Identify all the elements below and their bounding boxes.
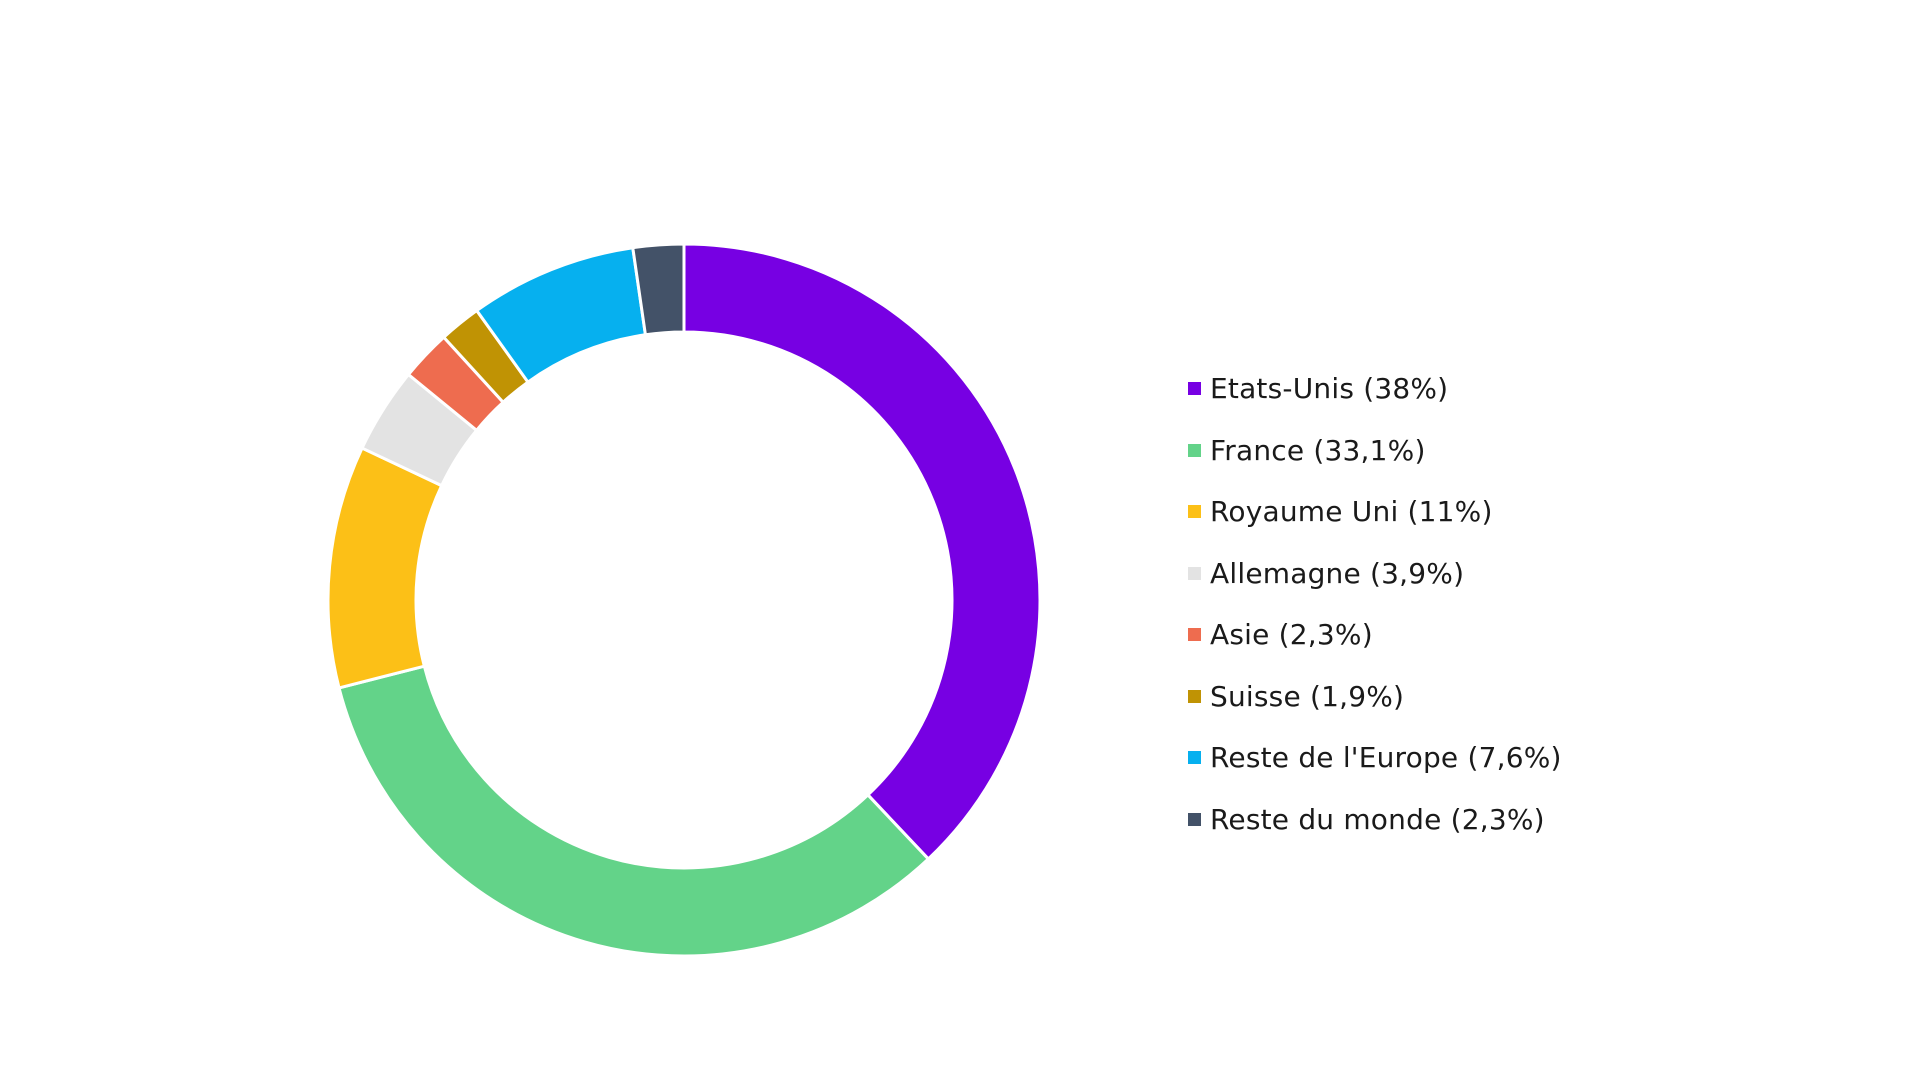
legend-label: France (33,1%) bbox=[1210, 433, 1426, 467]
legend-item-reste-europe: Reste de l'Europe (7,6%) bbox=[1188, 727, 1562, 789]
legend-item-royaume-uni: Royaume Uni (11%) bbox=[1188, 481, 1562, 543]
donut-slice-reste-du-monde bbox=[631, 242, 686, 337]
legend-swatch-icon bbox=[1188, 505, 1201, 519]
legend-item-asie: Asie (2,3%) bbox=[1188, 604, 1562, 666]
donut-slice-royaume-uni bbox=[326, 446, 444, 690]
donut-slices bbox=[326, 242, 1042, 958]
legend-swatch-icon bbox=[1188, 751, 1201, 765]
legend-label: Suisse (1,9%) bbox=[1210, 679, 1405, 713]
legend-label: Asie (2,3%) bbox=[1210, 618, 1373, 652]
legend-swatch-icon bbox=[1188, 443, 1201, 457]
legend-item-etats-unis: Etats-Unis (38%) bbox=[1188, 358, 1562, 420]
legend-swatch-icon bbox=[1188, 628, 1201, 642]
legend-swatch-icon bbox=[1188, 566, 1201, 580]
legend-item-allemagne: Allemagne (3,9%) bbox=[1188, 543, 1562, 605]
legend-label: Reste du monde (2,3%) bbox=[1210, 802, 1545, 836]
legend-swatch-icon bbox=[1188, 812, 1201, 826]
donut-slice-france bbox=[337, 664, 931, 958]
legend-label: Reste de l'Europe (7,6%) bbox=[1210, 741, 1562, 775]
legend-swatch-icon bbox=[1188, 382, 1201, 396]
legend-label: Allemagne (3,9%) bbox=[1210, 556, 1465, 590]
donut-slice-etats-unis bbox=[682, 242, 1042, 862]
chart-legend: Etats-Unis (38%) France (33,1%) Royaume … bbox=[1188, 358, 1562, 850]
legend-label: Etats-Unis (38%) bbox=[1210, 372, 1449, 406]
legend-swatch-icon bbox=[1188, 689, 1201, 703]
legend-item-suisse: Suisse (1,9%) bbox=[1188, 666, 1562, 728]
legend-label: Royaume Uni (11%) bbox=[1210, 495, 1493, 529]
legend-item-france: France (33,1%) bbox=[1188, 420, 1562, 482]
legend-item-reste-monde: Reste du monde (2,3%) bbox=[1188, 789, 1562, 851]
